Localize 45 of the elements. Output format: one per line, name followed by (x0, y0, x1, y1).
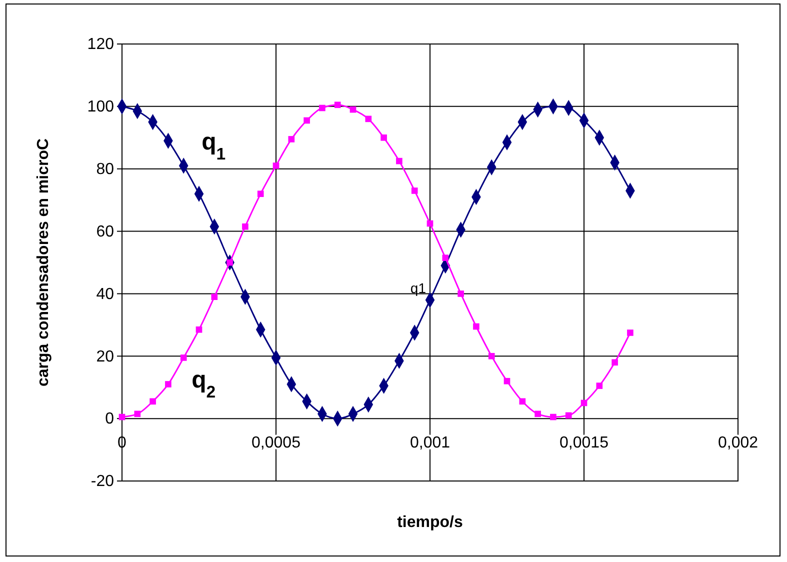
y-tick-label: 120 (87, 36, 114, 54)
point (396, 158, 402, 164)
point (211, 294, 218, 300)
point (519, 398, 526, 405)
point (473, 323, 480, 330)
point (411, 188, 418, 194)
annotation: q1 (410, 280, 426, 296)
x-axis-title: tiempo/s (397, 514, 463, 531)
y-tick-label: 80 (96, 160, 114, 178)
series-label: q$_{2}$ (192, 366, 216, 402)
y-tick-label: 60 (96, 223, 114, 240)
y-tick-label: 20 (96, 348, 114, 366)
point (504, 378, 510, 384)
point (242, 223, 248, 230)
point (380, 134, 387, 141)
point (134, 410, 141, 418)
point (350, 106, 356, 113)
point (272, 162, 280, 169)
point (257, 190, 264, 197)
y-tick-label: 0 (105, 410, 114, 428)
point (180, 354, 187, 361)
point (304, 117, 310, 124)
y-axis-title: carga condensadores en microC (35, 138, 52, 387)
point (442, 254, 449, 261)
series-label: q$_{1}$ (202, 128, 226, 164)
y-tick-label: 100 (87, 98, 114, 116)
point (550, 414, 556, 420)
point (165, 381, 172, 388)
point (458, 290, 464, 297)
y-tick-label: -20 (90, 473, 114, 490)
point (150, 398, 156, 405)
point (580, 400, 588, 406)
point (596, 382, 603, 389)
point (534, 410, 541, 418)
point (627, 330, 634, 336)
point (426, 220, 434, 227)
point (288, 136, 295, 142)
point (612, 359, 618, 366)
y-tick-label: 40 (96, 286, 114, 303)
point (334, 102, 341, 108)
point (565, 412, 572, 419)
point (488, 352, 495, 360)
point (196, 326, 202, 333)
point (365, 116, 372, 122)
point (319, 104, 326, 112)
